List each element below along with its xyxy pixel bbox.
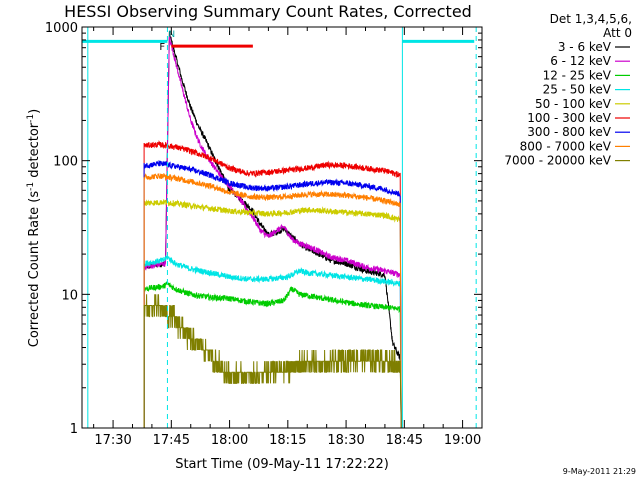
legend-header-line-1: Det 1,3,4,5,6, [550, 12, 632, 26]
legend-entry-label: 6 - 12 keV [550, 54, 612, 68]
x-tick-label: 18:00 [211, 433, 248, 448]
plot-frame [81, 26, 483, 429]
axis-layer: 17:30 17:45 18:00 18:15 18:30 18:45 19:00 1 10 10… [45, 21, 483, 448]
series-line-5 [143, 199, 402, 428]
chart-title: HESSI Observing Summary Count Rates, Cor… [64, 2, 472, 21]
series-layer [143, 30, 402, 428]
x-tick-label: 18:30 [327, 433, 364, 448]
legend-entry-label: 25 - 50 keV [543, 83, 612, 97]
x-tick-label: 18:15 [269, 433, 306, 448]
legend-header-line-2: Att 0 [603, 26, 632, 40]
x-tick-label: 17:30 [94, 433, 131, 448]
flare-flag-label: F [159, 42, 165, 53]
y-tick-label: 1 [70, 422, 78, 437]
series-line-3 [143, 281, 402, 428]
y-tick-label: 100 [53, 155, 78, 170]
series-line-2 [143, 36, 402, 428]
legend-entry-label: 800 - 7000 keV [520, 139, 612, 153]
y-tick-label: 1000 [45, 21, 78, 36]
legend-entry-label: 7000 - 20000 keV [504, 154, 611, 168]
x-axis-label: Start Time (09-May-11 17:22:22) [175, 457, 389, 472]
legend-entry-label: 100 - 300 keV [527, 111, 611, 125]
series-line-9 [143, 294, 402, 428]
y-axis-label: Corrected Count Rate (s-1 detector-1) [26, 109, 42, 347]
legend-entry-label: 12 - 25 keV [543, 68, 612, 82]
legend-entry-label: 50 - 100 keV [535, 97, 612, 111]
x-tick-label: 17:45 [153, 433, 190, 448]
legend-entry-label: 3 - 6 keV [558, 40, 612, 54]
series-line-6 [143, 140, 402, 428]
x-tick-label: 19:00 [444, 433, 481, 448]
legend-entry-label: 300 - 800 keV [527, 125, 611, 139]
series-line-4 [143, 255, 402, 428]
series-line-7 [143, 159, 402, 428]
series-line-8 [143, 172, 402, 428]
y-tick-label: 10 [61, 288, 78, 303]
footer-date: 9-May-2011 21:29 [563, 467, 636, 476]
x-tick-label: 18:45 [386, 433, 423, 448]
